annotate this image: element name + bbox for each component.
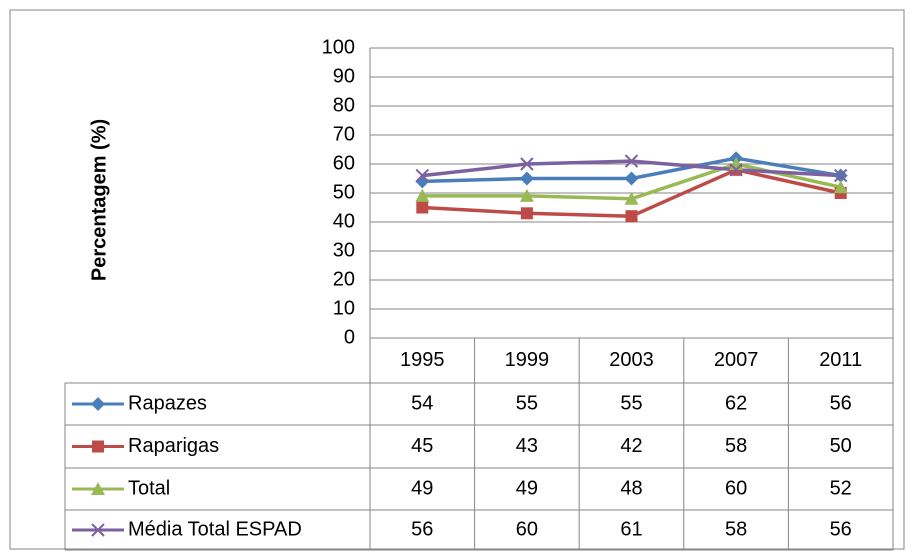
table-value: 55 (620, 392, 642, 414)
legend-label: Rapazes (128, 392, 207, 414)
table-value: 60 (725, 477, 747, 499)
table-value: 43 (516, 435, 538, 457)
marker (416, 201, 429, 214)
table-value: 61 (620, 518, 642, 540)
marker (415, 168, 430, 183)
table-value: 55 (516, 392, 538, 414)
table-value: 50 (830, 435, 852, 457)
table-value: 60 (516, 518, 538, 540)
legend-label: Média Total ESPAD (128, 518, 302, 540)
y-tick-label: 40 (333, 210, 355, 232)
marker (520, 207, 533, 220)
x-tick-label: 1999 (505, 349, 550, 371)
marker (91, 397, 105, 411)
marker (91, 482, 105, 495)
marker (729, 163, 743, 177)
table-value: 56 (830, 392, 852, 414)
y-tick-label: 10 (333, 297, 355, 319)
table-value: 58 (725, 518, 747, 540)
marker (92, 440, 104, 453)
marker (520, 157, 534, 171)
y-tick-label: 60 (333, 152, 355, 174)
y-tick-label: 90 (333, 65, 355, 87)
table-value: 54 (411, 392, 433, 414)
y-tick-label: 20 (333, 268, 355, 290)
marker (833, 180, 848, 194)
y-axis-title: Percentagem (%) (88, 119, 110, 281)
legend-label: Raparigas (128, 435, 219, 457)
y-tick-label: 30 (333, 239, 355, 261)
x-tick-label: 2003 (609, 349, 654, 371)
table-value: 42 (620, 435, 642, 457)
table-value: 49 (516, 477, 538, 499)
y-tick-label: 50 (333, 181, 355, 203)
table-value: 62 (725, 392, 747, 414)
x-tick-label: 1995 (400, 349, 445, 371)
table-value: 49 (411, 477, 433, 499)
x-tick-label: 2011 (819, 349, 862, 371)
table-value: 58 (725, 435, 747, 457)
x-tick-label: 2007 (714, 349, 759, 371)
table-value: 56 (411, 518, 433, 540)
marker (91, 523, 105, 537)
marker (624, 154, 639, 168)
y-tick-label: 80 (333, 94, 355, 116)
marker (625, 210, 638, 223)
marker (519, 171, 534, 186)
table-value: 45 (411, 435, 433, 457)
marker (833, 168, 848, 183)
table-value: 52 (830, 477, 852, 499)
marker (624, 191, 639, 205)
marker (415, 188, 430, 202)
table-value: 56 (830, 518, 852, 540)
y-tick-label: 70 (333, 123, 355, 145)
marker (519, 188, 534, 202)
legend-label: Total (128, 477, 170, 499)
y-tick-label: 0 (344, 326, 355, 348)
marker (624, 171, 639, 186)
y-tick-label: 100 (322, 36, 355, 58)
table-value: 48 (620, 477, 642, 499)
